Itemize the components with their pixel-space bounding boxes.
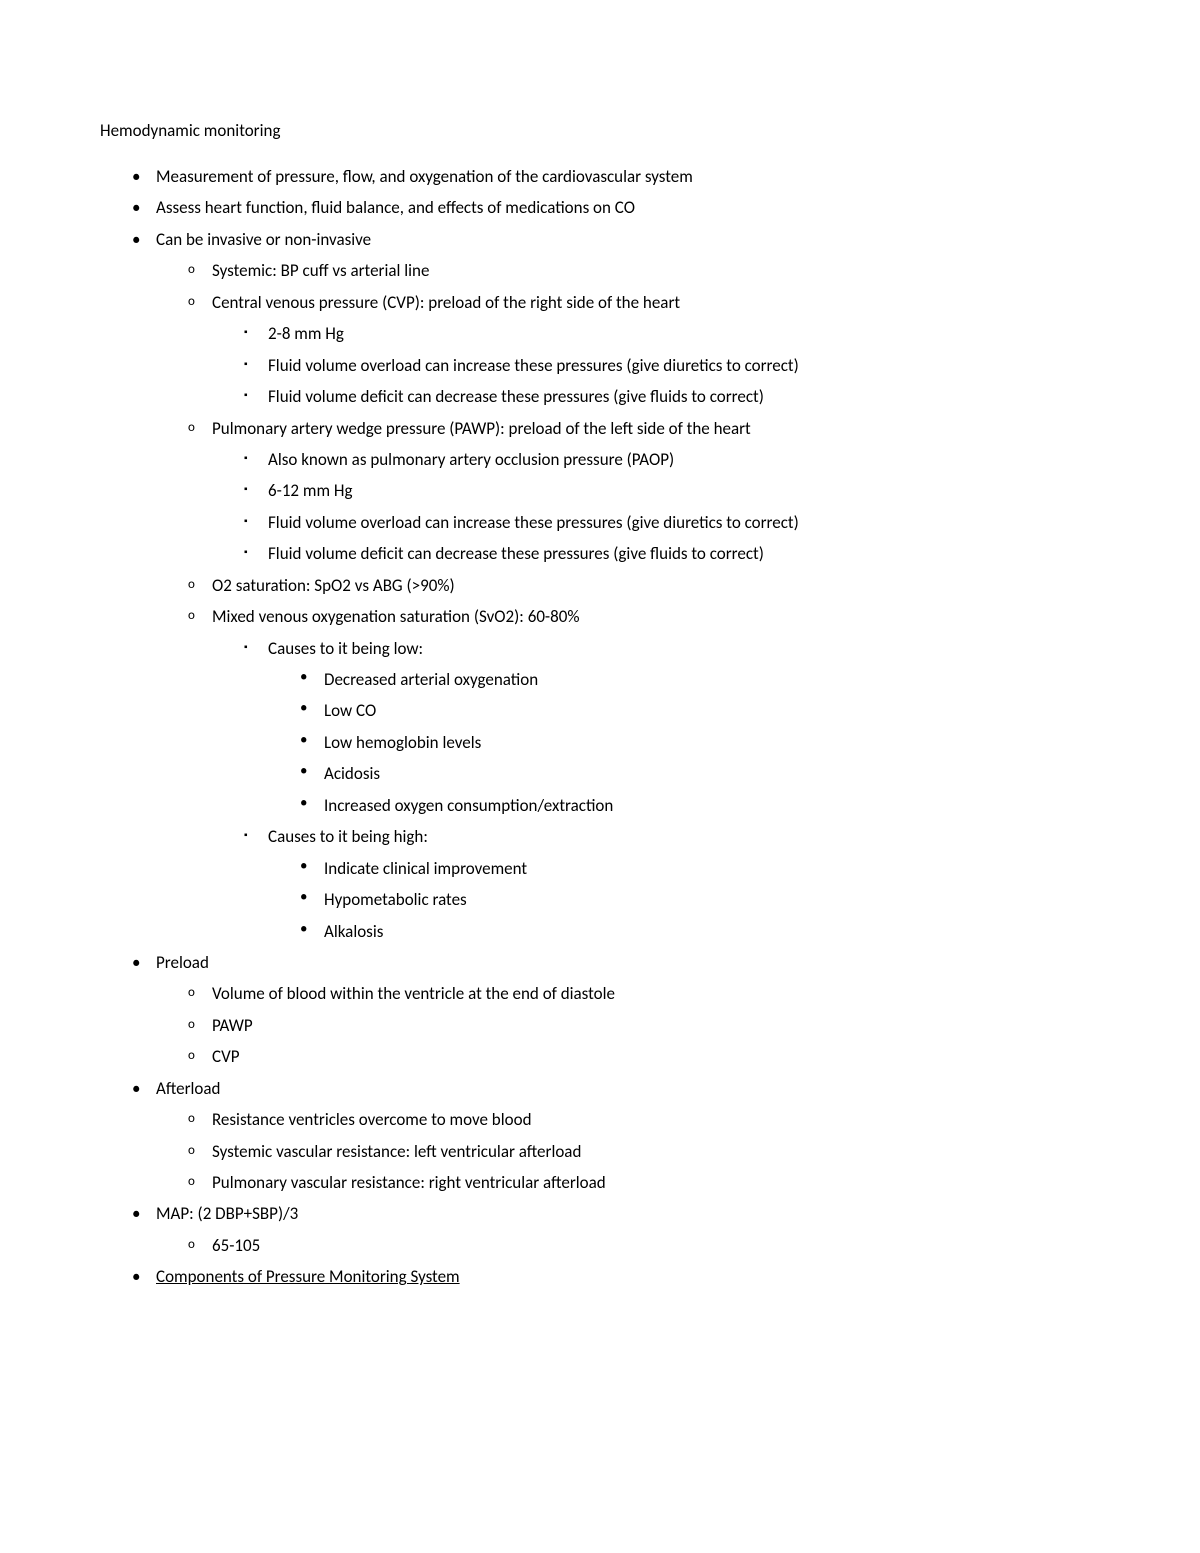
document-page: Hemodynamic monitoring Measurement of pr… [0,0,1200,1553]
list-item: Components of Pressure Monitoring System [156,1261,1100,1292]
list-item: Measurement of pressure, flow, and oxyge… [156,161,1100,192]
list-item: PAWP [212,1010,1100,1041]
list-item: MAP: (2 DBP+SBP)/3 65-105 [156,1198,1100,1261]
list-item: Central venous pressure (CVP): preload o… [212,287,1100,413]
list-item-text: Decreased arterial oxygenation [324,669,538,690]
list-item-text: Causes to it being high: [268,826,428,847]
list-item: Can be invasive or non-invasive Systemic:… [156,224,1100,947]
list-item: Causes to it being low: Decreased arteria… [268,633,1100,822]
list-item-text: Measurement of pressure, flow, and oxyge… [156,166,693,187]
list-item-text: Indicate clinical improvement [324,858,527,879]
list-item-text: Fluid volume overload can increase these… [268,355,799,376]
list-item: Acidosis [324,758,1100,789]
list-item: CVP [212,1041,1100,1072]
list-item-text: PAWP [212,1015,253,1036]
list-item-text: Assess heart function, fluid balance, an… [156,197,635,218]
list-item-text: Resistance ventricles overcome to move b… [212,1109,532,1130]
list-item: O2 saturation: SpO2 vs ABG (>90%) [212,570,1100,601]
sublist: Causes to it being low: Decreased arteria… [212,633,1100,947]
list-item-text: Increased oxygen consumption/extraction [324,795,613,816]
list-item: Systemic: BP cuff vs arterial line [212,255,1100,286]
list-item: Increased oxygen consumption/extraction [324,790,1100,821]
list-item: Low CO [324,695,1100,726]
list-item-text: Pulmonary artery wedge pressure (PAWP): … [212,418,751,439]
list-item-text: Alkalosis [324,921,383,942]
list-item: Fluid volume deficit can decrease these … [268,538,1100,569]
list-item-text: Low CO [324,700,376,721]
list-item-text: Systemic vascular resistance: left ventr… [212,1141,581,1162]
list-item-text: Causes to it being low: [268,638,423,659]
sublist: 2-8 mm Hg Fluid volume overload can incre… [212,318,1100,412]
list-item: Pulmonary artery wedge pressure (PAWP): … [212,413,1100,570]
list-item: 65-105 [212,1230,1100,1261]
list-item: Decreased arterial oxygenation [324,664,1100,695]
list-item-text: 6-12 mm Hg [268,480,353,501]
list-item: 6-12 mm Hg [268,475,1100,506]
list-item: Low hemoglobin levels [324,727,1100,758]
list-item-text: Pulmonary vascular resistance: right ven… [212,1172,606,1193]
list-item: Volume of blood within the ventricle at … [212,978,1100,1009]
list-item: Indicate clinical improvement [324,853,1100,884]
list-item-text: Components of Pressure Monitoring System [156,1266,460,1287]
list-item: 2-8 mm Hg [268,318,1100,349]
list-item-text: Volume of blood within the ventricle at … [212,983,615,1004]
list-item-text: Low hemoglobin levels [324,732,481,753]
list-item-text: Fluid volume deficit can decrease these … [268,386,764,407]
list-item: Fluid volume overload can increase these… [268,350,1100,381]
list-item-text: Central venous pressure (CVP): preload o… [212,292,680,313]
list-item-text: MAP: (2 DBP+SBP)/3 [156,1203,298,1224]
list-item: Causes to it being high: Indicate clinica… [268,821,1100,947]
outline-root: Measurement of pressure, flow, and oxyge… [100,161,1100,1293]
sublist: Systemic: BP cuff vs arterial line Centra… [156,255,1100,947]
list-item-text: Hypometabolic rates [324,889,467,910]
list-item-text: Afterload [156,1078,220,1099]
list-item-text: Can be invasive or non-invasive [156,229,371,250]
list-item: Pulmonary vascular resistance: right ven… [212,1167,1100,1198]
sublist: 65-105 [156,1230,1100,1261]
list-item-text: Fluid volume deficit can decrease these … [268,543,764,564]
sublist: Volume of blood within the ventricle at … [156,978,1100,1072]
list-item: Fluid volume deficit can decrease these … [268,381,1100,412]
sublist: Resistance ventricles overcome to move b… [156,1104,1100,1198]
list-item: Mixed venous oxygenation saturation (SvO… [212,601,1100,947]
list-item-text: Also known as pulmonary artery occlusion… [268,449,674,470]
list-item: Fluid volume overload can increase these… [268,507,1100,538]
sublist: Indicate clinical improvement Hypometabol… [268,853,1100,947]
list-item: Systemic vascular resistance: left ventr… [212,1136,1100,1167]
list-item: Also known as pulmonary artery occlusion… [268,444,1100,475]
sublist: Decreased arterial oxygenation Low CO Low … [268,664,1100,821]
list-item: PreloadVolume of blood within the ventri… [156,947,1100,1073]
list-item-text: Preload [156,952,209,973]
list-item: Alkalosis [324,916,1100,947]
list-item-text: Mixed venous oxygenation saturation (SvO… [212,606,580,627]
list-item: Assess heart function, fluid balance, an… [156,192,1100,223]
list-item-text: Fluid volume overload can increase these… [268,512,799,533]
sublist: Also known as pulmonary artery occlusion… [212,444,1100,570]
list-item: Afterload Resistance ventricles overcome … [156,1073,1100,1199]
list-item-text: Systemic: BP cuff vs arterial line [212,260,429,281]
page-title: Hemodynamic monitoring [100,120,1100,141]
list-item-text: O2 saturation: SpO2 vs ABG (>90%) [212,575,455,596]
list-item-text: CVP [212,1046,240,1067]
list-item: Hypometabolic rates [324,884,1100,915]
list-item-text: Acidosis [324,763,380,784]
list-item-text: 2-8 mm Hg [268,323,344,344]
list-item: Resistance ventricles overcome to move b… [212,1104,1100,1135]
list-item-text: 65-105 [212,1235,260,1256]
